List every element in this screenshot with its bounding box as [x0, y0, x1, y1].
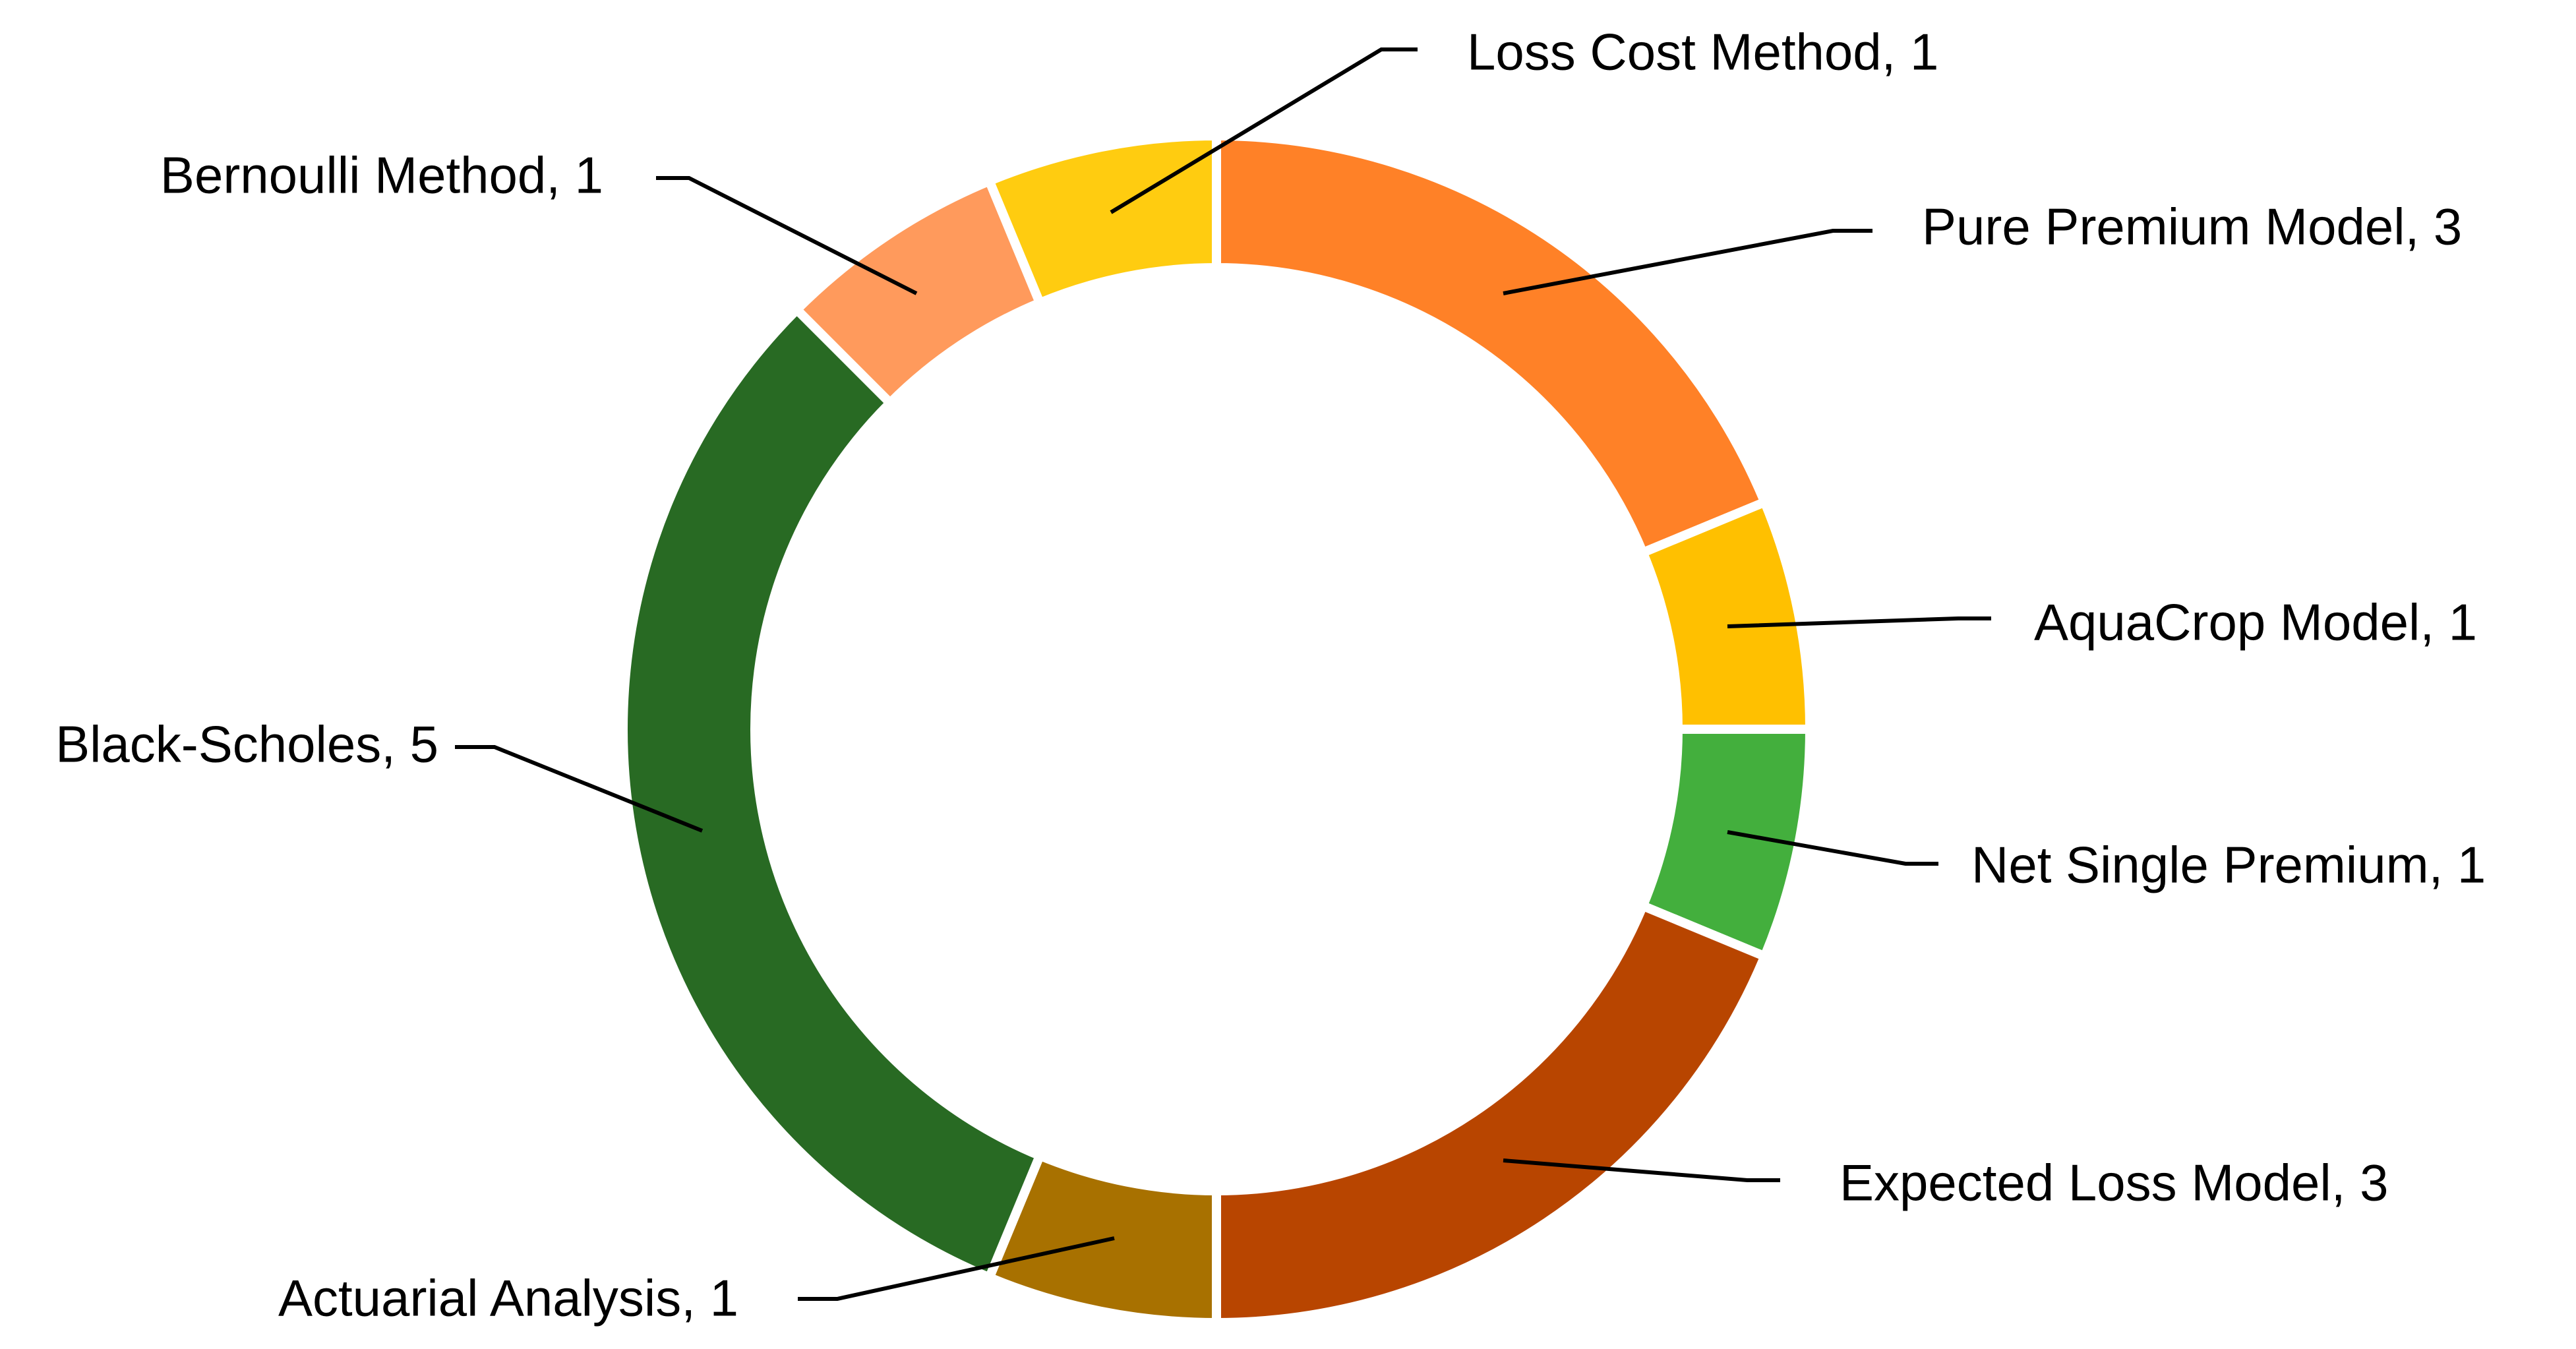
data-label: AquaCrop Model, 1: [2034, 593, 2477, 651]
data-label: Loss Cost Method, 1: [1467, 23, 1938, 81]
data-label: Bernoulli Method, 1: [160, 146, 603, 204]
leader-lines: [455, 47, 1991, 1301]
data-label: Pure Premium Model, 3: [1922, 198, 2462, 256]
leader-line: [1110, 47, 1418, 214]
data-label: Actuarial Analysis, 1: [278, 1269, 738, 1327]
leader-line: [1503, 229, 1872, 295]
data-label: Black-Scholes, 5: [55, 715, 438, 773]
leader-line: [1727, 616, 1991, 628]
data-label: Expected Loss Model, 3: [1840, 1154, 2388, 1212]
slice-pure-premium-model: [1212, 131, 1771, 559]
leader-line: [1503, 1158, 1780, 1182]
slice-black-scholes: [618, 303, 1046, 1284]
data-label: Net Single Premium, 1: [1971, 836, 2486, 894]
leader-line: [656, 176, 918, 295]
leader-line: [798, 1236, 1115, 1301]
donut-slices: [618, 131, 1815, 1328]
slice-expected-loss-model: [1212, 899, 1771, 1328]
data-labels: Pure Premium Model, 3 AquaCrop Model, 1 Ne…: [55, 23, 2486, 1327]
leader-line: [1727, 830, 1938, 866]
leader-line: [455, 745, 704, 833]
slice-loss-cost-method: [983, 131, 1221, 309]
